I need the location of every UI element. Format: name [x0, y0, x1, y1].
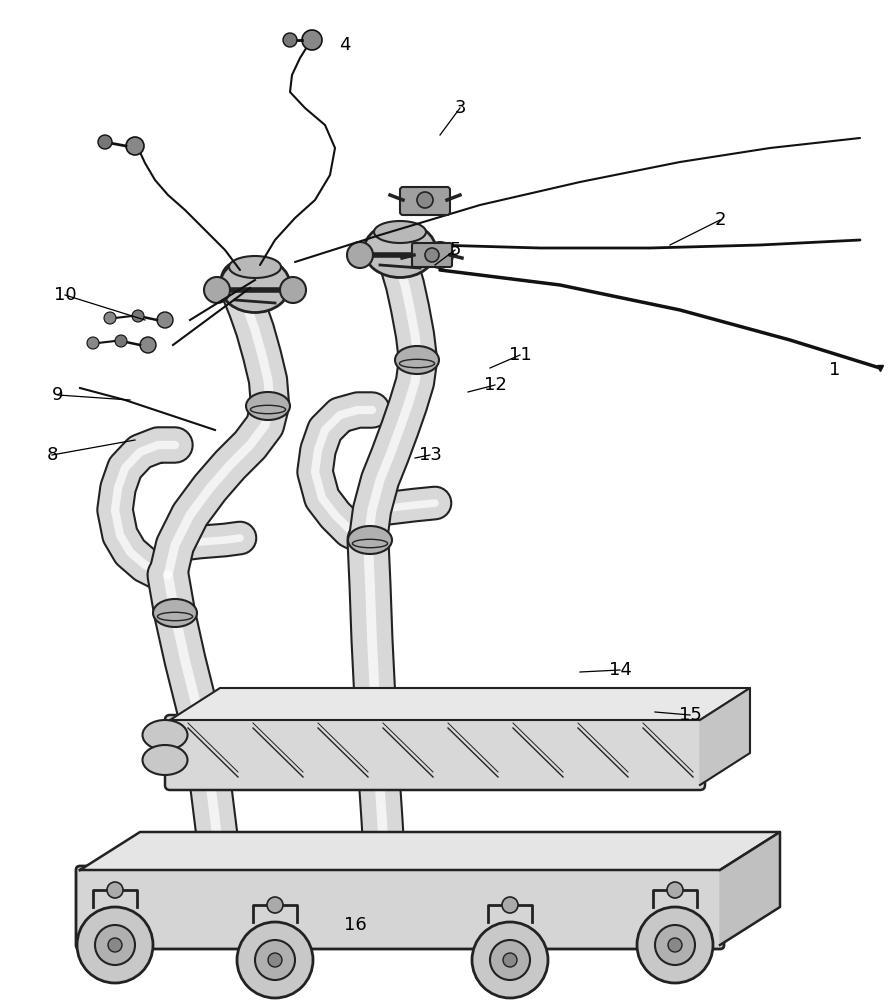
Circle shape: [490, 940, 530, 980]
Text: 13: 13: [418, 446, 442, 464]
Text: 14: 14: [608, 661, 632, 679]
Text: 16: 16: [344, 916, 366, 934]
Circle shape: [107, 882, 123, 898]
Text: 8: 8: [47, 446, 57, 464]
Ellipse shape: [364, 223, 436, 277]
Text: 11: 11: [509, 346, 531, 364]
Circle shape: [668, 938, 682, 952]
Circle shape: [104, 312, 116, 324]
Circle shape: [637, 907, 713, 983]
Text: 10: 10: [54, 286, 76, 304]
Circle shape: [126, 137, 144, 155]
Circle shape: [427, 242, 453, 268]
Circle shape: [115, 335, 127, 347]
Ellipse shape: [153, 599, 197, 627]
Text: 3: 3: [454, 99, 466, 117]
Circle shape: [108, 938, 122, 952]
FancyBboxPatch shape: [412, 243, 452, 267]
Ellipse shape: [348, 526, 392, 554]
FancyBboxPatch shape: [76, 866, 724, 949]
Polygon shape: [80, 832, 780, 870]
Ellipse shape: [395, 346, 439, 374]
Ellipse shape: [220, 257, 290, 312]
Circle shape: [503, 953, 517, 967]
Circle shape: [95, 925, 135, 965]
Text: 2: 2: [714, 211, 726, 229]
Text: 15: 15: [678, 706, 702, 724]
Circle shape: [268, 953, 282, 967]
Circle shape: [472, 922, 548, 998]
Ellipse shape: [374, 221, 426, 243]
Circle shape: [425, 248, 439, 262]
Circle shape: [502, 897, 518, 913]
Circle shape: [132, 310, 144, 322]
Polygon shape: [720, 832, 780, 945]
Circle shape: [283, 33, 297, 47]
Ellipse shape: [142, 720, 187, 750]
Circle shape: [255, 940, 295, 980]
Circle shape: [237, 922, 313, 998]
Circle shape: [417, 192, 433, 208]
Circle shape: [302, 30, 322, 50]
Circle shape: [98, 135, 112, 149]
Polygon shape: [170, 688, 750, 720]
Circle shape: [140, 337, 156, 353]
Text: 4: 4: [340, 36, 350, 54]
Ellipse shape: [246, 392, 290, 420]
Circle shape: [280, 277, 306, 303]
FancyBboxPatch shape: [165, 715, 705, 790]
Text: 9: 9: [52, 386, 64, 404]
Text: 5: 5: [449, 241, 461, 259]
FancyBboxPatch shape: [400, 187, 450, 215]
Ellipse shape: [142, 745, 187, 775]
Ellipse shape: [229, 256, 281, 278]
Circle shape: [77, 907, 153, 983]
Polygon shape: [700, 688, 750, 785]
Circle shape: [655, 925, 695, 965]
Circle shape: [87, 337, 99, 349]
Text: 1: 1: [830, 361, 840, 379]
Circle shape: [157, 312, 173, 328]
Circle shape: [347, 242, 373, 268]
Circle shape: [204, 277, 230, 303]
Text: 12: 12: [484, 376, 506, 394]
Circle shape: [267, 897, 283, 913]
Circle shape: [667, 882, 683, 898]
